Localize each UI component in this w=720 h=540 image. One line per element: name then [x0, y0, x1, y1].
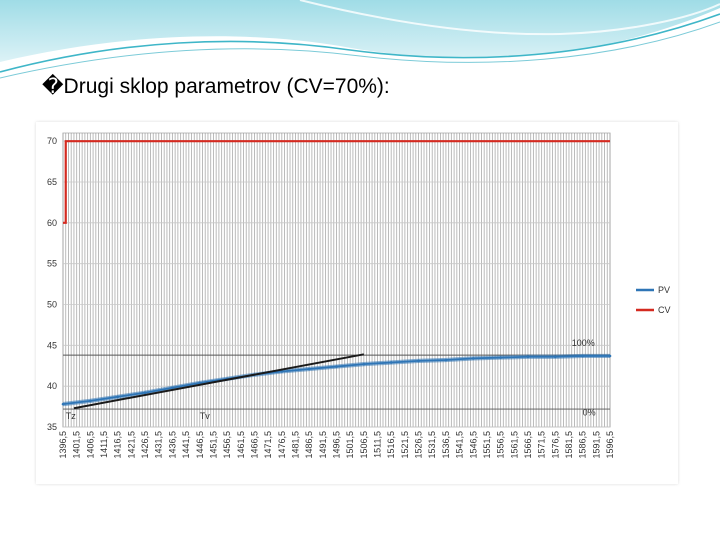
chart-annotation: Tz: [66, 411, 76, 421]
chart-annotation: Tv: [200, 411, 210, 421]
x-tick-label: 1416,5: [113, 431, 123, 459]
pv-series-point: [89, 399, 92, 403]
y-tick-label: 55: [47, 259, 57, 269]
x-tick-label: 1461,5: [236, 431, 246, 459]
y-tick-label: 70: [47, 136, 57, 146]
x-tick-label: 1471,5: [263, 431, 273, 459]
x-tick-label: 1451,5: [208, 431, 218, 459]
y-tick-label: 35: [47, 422, 57, 432]
slide-title: �Drugi sklop parametrov (CV=70%):: [42, 74, 390, 99]
pv-series-point: [554, 355, 557, 359]
x-tick-label: 1591,5: [591, 431, 601, 459]
x-tick-label: 1551,5: [482, 431, 492, 459]
pv-series-point: [335, 365, 338, 368]
header-wave-decoration: [0, 0, 720, 79]
chart-annotation: 0%: [583, 408, 596, 418]
x-tick-label: 1446,5: [195, 431, 205, 459]
x-tick-label: 1586,5: [578, 431, 588, 459]
x-tick-label: 1436,5: [167, 431, 177, 459]
x-tick-label: 1426,5: [140, 431, 150, 459]
cv-series-line: [63, 140, 610, 224]
x-tick-label: 1546,5: [468, 431, 478, 459]
x-tick-label: 1501,5: [345, 431, 355, 459]
pv-series-point: [581, 354, 584, 358]
chart-annotation: 100%: [572, 338, 595, 348]
tangent-line: [73, 353, 365, 410]
pv-series-point: [171, 386, 174, 390]
x-tick-label: 1521,5: [400, 431, 410, 459]
x-tick-label: 1411,5: [99, 431, 109, 458]
pv-series-point: [608, 354, 612, 358]
pv-series-point: [444, 358, 448, 362]
x-tick-label: 1496,5: [332, 431, 342, 459]
x-tick-label: 1536,5: [441, 431, 451, 459]
x-tick-label: 1466,5: [249, 431, 259, 459]
title-bullet: �: [42, 75, 64, 98]
x-tick-label: 1531,5: [427, 431, 437, 459]
pv-series-point: [389, 361, 393, 364]
x-tick-label: 1506,5: [359, 431, 369, 459]
legend-label-cv: CV: [658, 305, 671, 315]
pv-series-point: [307, 367, 311, 371]
pv-series-point: [526, 355, 530, 359]
x-tick-label: 1526,5: [414, 431, 424, 459]
x-tick-label: 1511,5: [373, 431, 383, 458]
x-tick-label: 1456,5: [222, 431, 232, 459]
x-tick-label: 1556,5: [496, 431, 506, 459]
pv-series-point: [280, 370, 284, 373]
x-tick-label: 1481,5: [290, 431, 300, 459]
x-tick-label: 1491,5: [318, 431, 328, 459]
pv-series-point: [417, 359, 420, 363]
y-tick-label: 45: [47, 340, 57, 350]
x-tick-label: 1581,5: [564, 431, 574, 459]
y-tick-label: 60: [47, 218, 57, 228]
legend-label-pv: PV: [658, 285, 670, 295]
x-tick-label: 1486,5: [304, 431, 314, 459]
pv-series-point: [499, 356, 502, 359]
x-tick-label: 1421,5: [126, 431, 136, 459]
x-tick-label: 1596,5: [605, 431, 615, 459]
pv-series-point: [116, 395, 119, 399]
pv-series-point: [61, 402, 65, 406]
x-tick-label: 1396,5: [58, 431, 68, 459]
pv-series-point: [198, 381, 202, 385]
title-text: Drugi sklop parametrov (CV=70%):: [63, 75, 390, 98]
x-tick-label: 1441,5: [181, 431, 191, 459]
y-tick-label: 40: [47, 381, 57, 391]
x-tick-label: 1541,5: [455, 431, 465, 459]
x-tick-label: 1431,5: [154, 431, 164, 459]
pv-series-point: [362, 362, 366, 366]
y-tick-label: 65: [47, 177, 57, 187]
x-tick-label: 1561,5: [509, 431, 519, 459]
pv-series-point: [471, 357, 475, 360]
pv-series-point: [143, 391, 147, 395]
y-tick-label: 50: [47, 300, 57, 310]
chart-container: 35 40 45 50 55 60 65 70 1396,5 1401,5 1406,5 1411,5…: [36, 122, 678, 484]
x-tick-label: 1566,5: [523, 431, 533, 459]
x-tick-label: 1406,5: [85, 431, 95, 459]
line-chart: 35 40 45 50 55 60 65 70 1396,5 1401,5 1406,5 1411,5…: [47, 132, 671, 459]
x-tick-label: 1516,5: [386, 431, 396, 459]
x-tick-label: 1576,5: [550, 431, 560, 459]
x-tick-label: 1476,5: [277, 431, 287, 459]
x-tick-label: 1401,5: [72, 431, 82, 459]
x-tick-label: 1571,5: [537, 431, 547, 459]
